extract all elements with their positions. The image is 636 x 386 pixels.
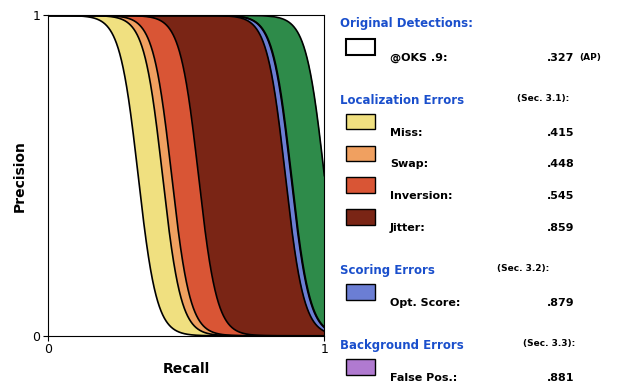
Text: (Sec. 3.2):: (Sec. 3.2): (497, 264, 549, 273)
Bar (346, 177, 375, 193)
Text: .545: .545 (547, 191, 574, 201)
Bar (346, 209, 375, 225)
Text: Miss:: Miss: (390, 127, 422, 137)
Bar (346, 146, 375, 161)
Bar (346, 359, 375, 375)
Text: (Sec. 3.3):: (Sec. 3.3): (523, 339, 576, 348)
Text: .327: .327 (547, 52, 574, 63)
Text: (AP): (AP) (579, 52, 601, 62)
Text: .881: .881 (547, 373, 574, 383)
Text: Opt. Score:: Opt. Score: (390, 298, 460, 308)
Text: (Sec. 3.1):: (Sec. 3.1): (517, 94, 569, 103)
Text: .879: .879 (547, 298, 574, 308)
Text: .415: .415 (547, 127, 574, 137)
Text: Jitter:: Jitter: (390, 223, 426, 233)
Bar (346, 284, 375, 300)
Bar (346, 114, 375, 129)
Text: @OKS .9:: @OKS .9: (390, 52, 448, 63)
Text: Inversion:: Inversion: (390, 191, 453, 201)
Y-axis label: Precision: Precision (13, 140, 27, 212)
Text: Localization Errors: Localization Errors (340, 94, 464, 107)
Text: Scoring Errors: Scoring Errors (340, 264, 434, 277)
Text: Background Errors: Background Errors (340, 339, 464, 352)
Text: False Pos.:: False Pos.: (390, 373, 457, 383)
Text: Original Detections:: Original Detections: (340, 17, 473, 30)
X-axis label: Recall: Recall (162, 362, 210, 376)
Text: .859: .859 (547, 223, 574, 233)
Bar (346, 39, 375, 54)
Text: Swap:: Swap: (390, 159, 428, 169)
Text: .448: .448 (547, 159, 574, 169)
